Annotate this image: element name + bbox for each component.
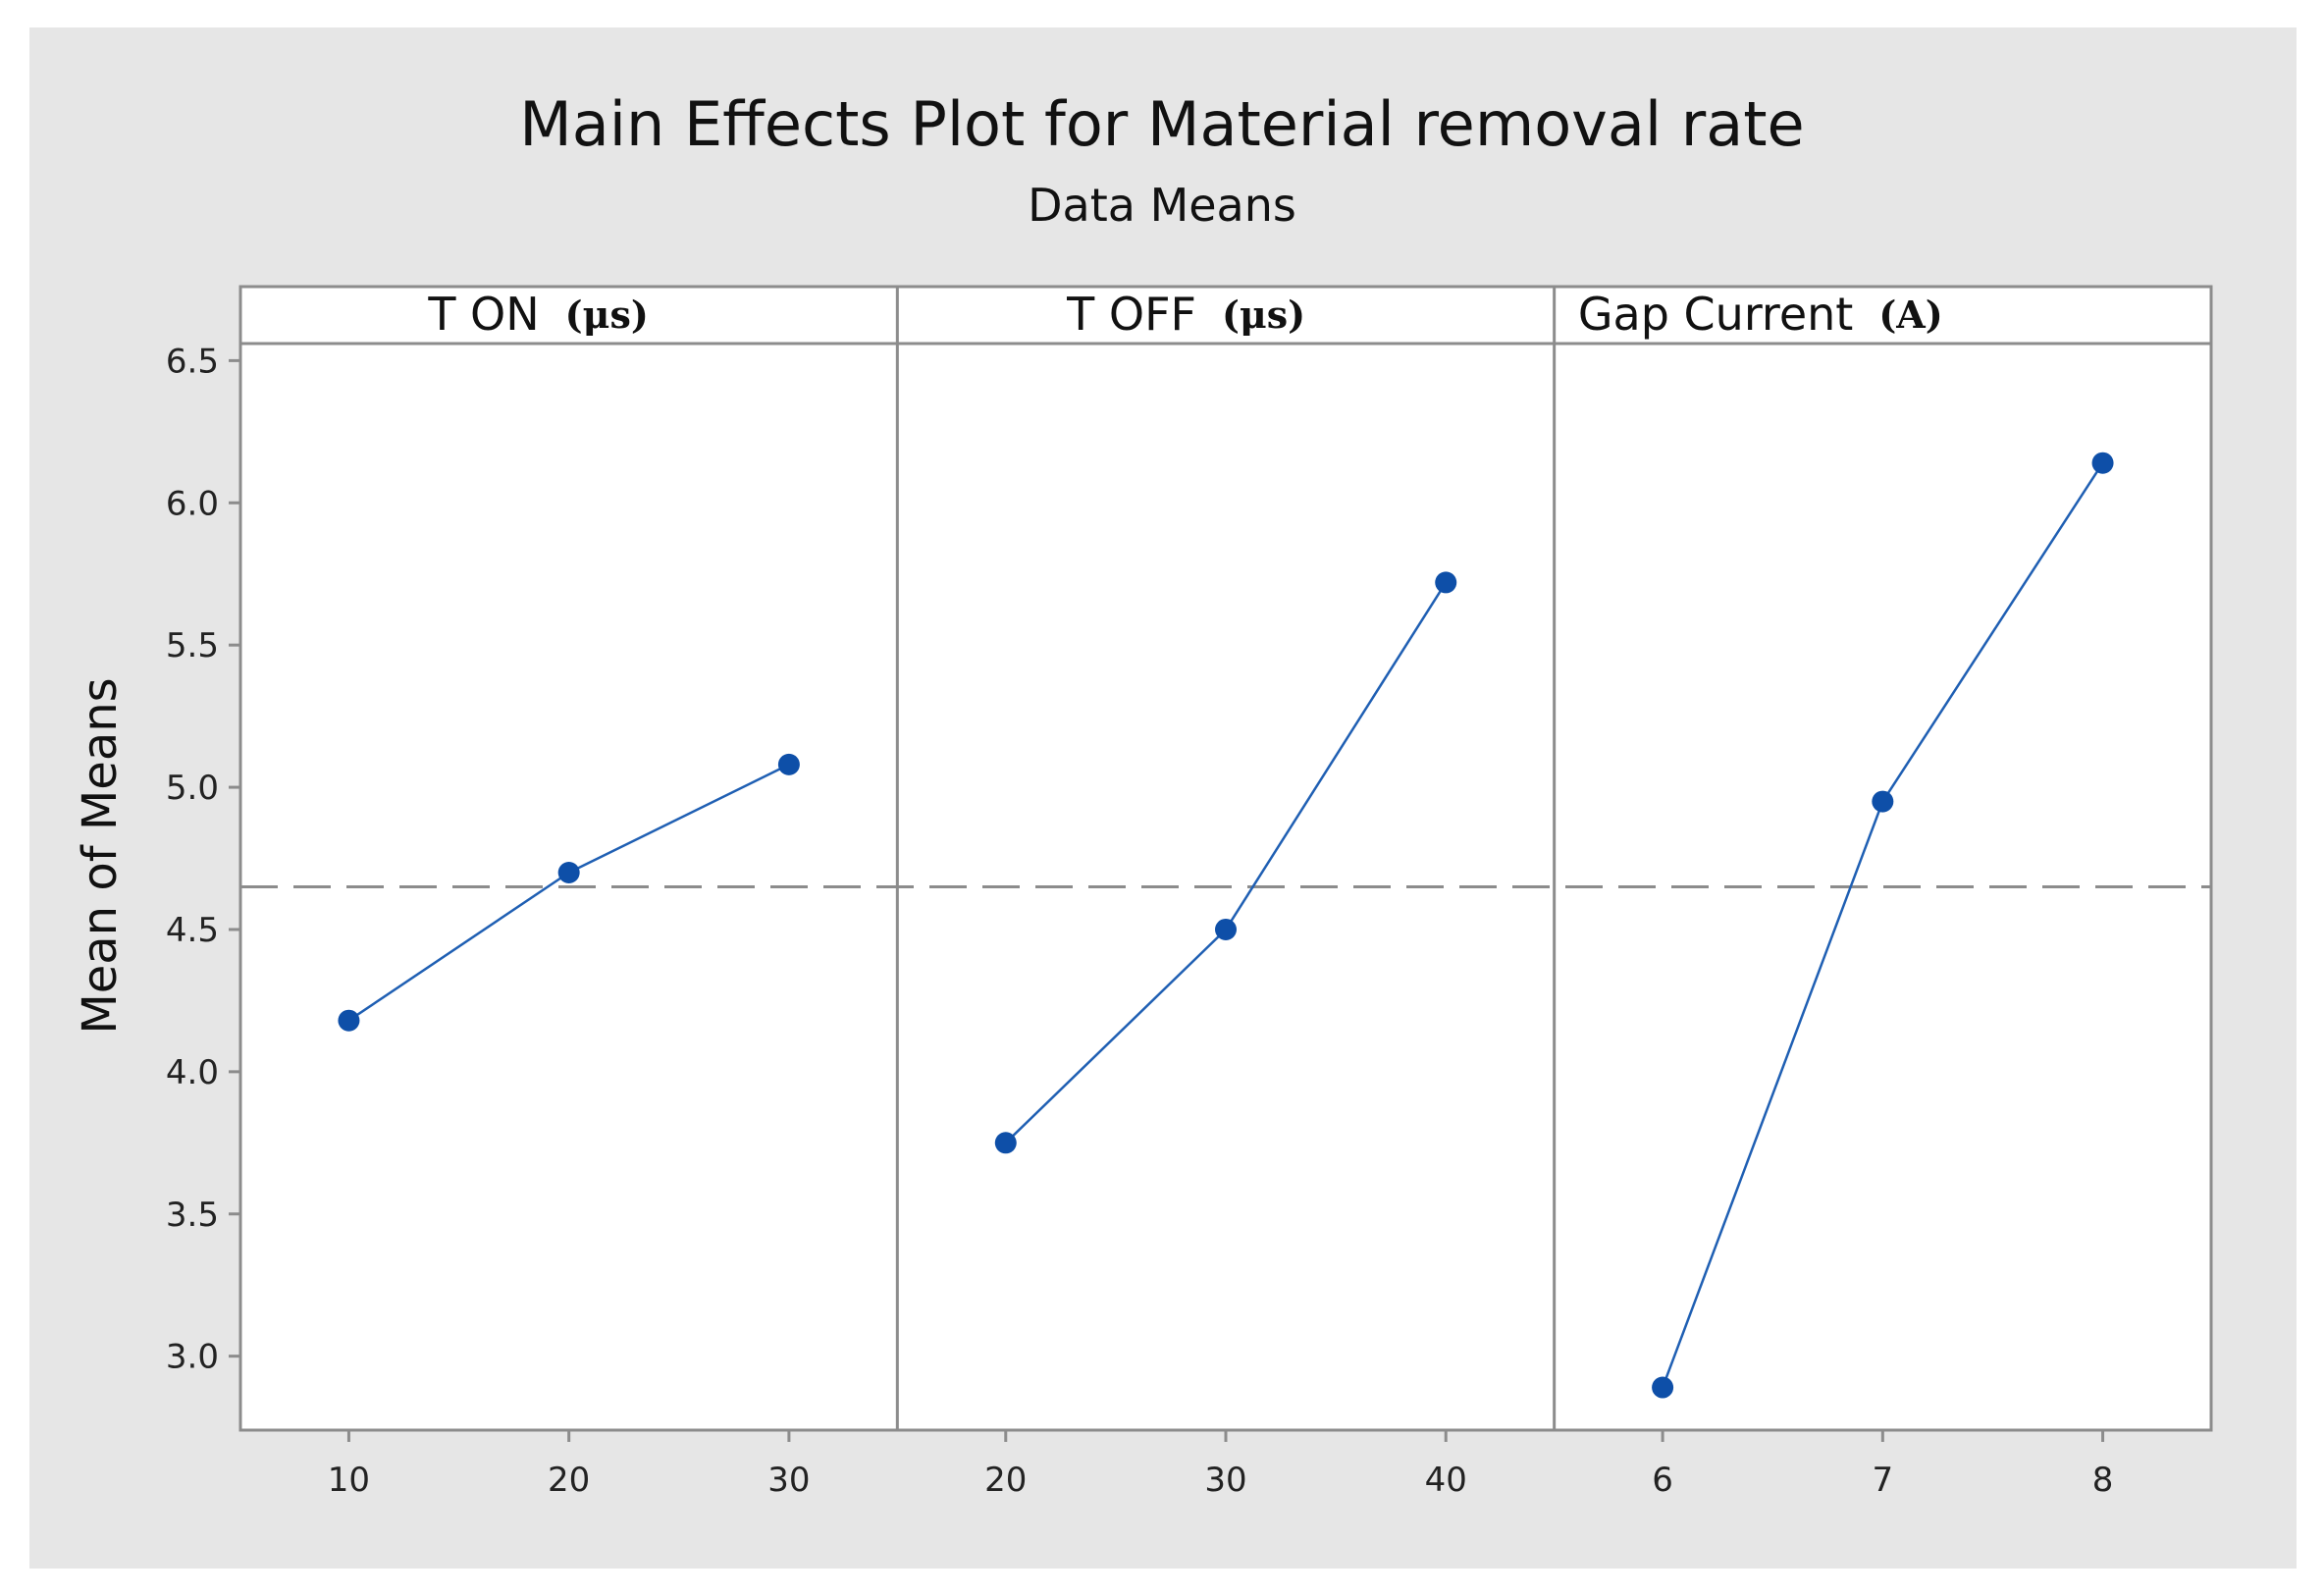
x-tick-label: 7	[1873, 1461, 1894, 1500]
y-tick-label: 6.0	[166, 484, 219, 523]
plot-area: 3.0 3.5 4.0 4.5 5.0 5.5 6.0 6.5 T ON (μs) 10 20 30 T …	[166, 285, 2213, 1500]
data-point	[338, 1009, 360, 1032]
data-point	[1652, 1376, 1674, 1399]
y-tick-label: 5.5	[166, 626, 219, 665]
data-point	[994, 1132, 1017, 1154]
series-line-segment	[1224, 581, 1448, 931]
x-tick-label: 40	[1425, 1461, 1467, 1500]
panel-2-title: T OFF	[1066, 288, 1196, 341]
series-line-segment	[1881, 462, 2104, 803]
data-point	[1435, 571, 1457, 594]
chart-title: Main Effects Plot for Material removal r…	[519, 88, 1804, 160]
data-point	[2091, 452, 2114, 474]
x-tick-label: 8	[2092, 1461, 2114, 1500]
x-tick-label: 30	[767, 1461, 810, 1500]
data-point	[557, 862, 580, 884]
panel-3-title: Gap Current	[1578, 288, 1853, 341]
series-line-segment	[347, 871, 570, 1022]
x-tick-label: 30	[1204, 1461, 1246, 1500]
series-line-segment	[1004, 929, 1227, 1144]
series-line-segment	[1661, 801, 1884, 1388]
y-tick-label: 5.0	[166, 769, 219, 808]
data-point	[777, 753, 800, 775]
y-tick-label: 4.0	[166, 1053, 219, 1092]
y-tick-label: 6.5	[166, 342, 219, 381]
y-tick-label: 3.5	[166, 1196, 219, 1235]
x-tick-label: 6	[1652, 1461, 1673, 1500]
panel-1-unit: (μs)	[565, 293, 649, 337]
data-point	[1872, 790, 1894, 813]
panel-3-unit: (A)	[1878, 293, 1942, 337]
y-tick-label: 3.0	[166, 1338, 219, 1377]
y-axis-label: Mean of Means	[73, 677, 128, 1034]
panel-1-title: T ON	[427, 288, 539, 341]
chart-subtitle: Data Means	[1028, 179, 1296, 232]
plot-frame	[238, 285, 2213, 1432]
x-tick-label: 20	[984, 1461, 1027, 1500]
y-tick-label: 4.5	[166, 911, 219, 950]
series-line-segment	[568, 763, 790, 875]
data-point	[1215, 918, 1237, 940]
x-tick-label: 20	[548, 1461, 590, 1500]
panel-2-unit: (μs)	[1222, 293, 1305, 337]
plot-background	[240, 287, 2211, 1430]
x-tick-label: 10	[328, 1461, 370, 1500]
